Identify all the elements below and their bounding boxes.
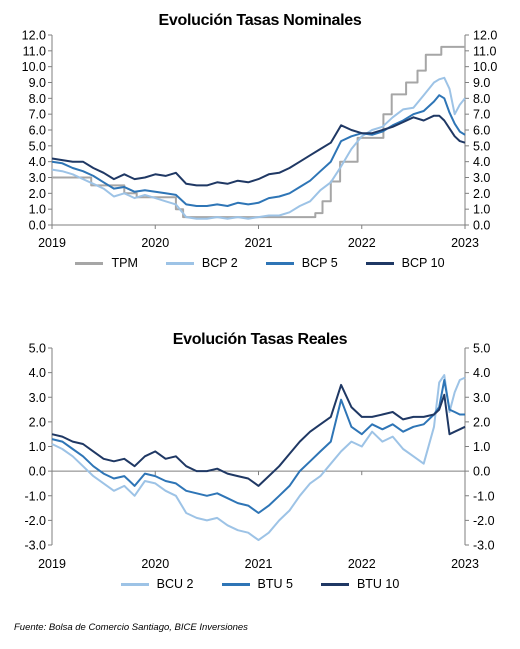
series-line-bcu-2 xyxy=(51,374,466,542)
series-line-btu-10 xyxy=(51,383,466,487)
y-tick-label-left: 5.0 xyxy=(29,342,46,356)
y-tick-label-right: 11.0 xyxy=(473,44,496,58)
series-line-bcp-5 xyxy=(51,94,466,207)
chart-legend: TPM BCP 2 BCP 5 BCP 10 xyxy=(0,256,520,270)
x-tick-label: 2021 xyxy=(245,236,273,250)
y-tick-label-right: -3.0 xyxy=(473,539,495,553)
y-tick-label-left: -2.0 xyxy=(24,514,46,528)
legend-item-btu-10: BTU 10 xyxy=(320,577,400,591)
legend-item-bcp-2: BCP 2 xyxy=(165,256,238,270)
x-tick-label: 2023 xyxy=(451,236,479,250)
legend-item-bcp-5: BCP 5 xyxy=(265,256,338,270)
legend-item-tpm: TPM xyxy=(75,256,138,270)
x-tick-label: 2020 xyxy=(141,557,169,571)
y-tick-label-left: 3.0 xyxy=(29,171,46,185)
y-tick-label-left: 9.0 xyxy=(29,76,46,90)
legend-item-bcu-2: BCU 2 xyxy=(120,577,194,591)
y-tick-label-right: 12.0 xyxy=(473,29,497,43)
series-line-tpm xyxy=(52,45,465,219)
y-tick-label-left: 0.0 xyxy=(29,465,46,479)
y-tick-label-left: 2.0 xyxy=(29,415,46,429)
legend-label: BCP 2 xyxy=(201,256,238,270)
y-tick-label-right: 4.0 xyxy=(473,155,490,169)
y-tick-label-right: 3.0 xyxy=(473,171,490,185)
x-tick-label: 2023 xyxy=(451,557,479,571)
y-tick-label-right: 3.0 xyxy=(473,391,490,405)
y-tick-label-right: -1.0 xyxy=(473,489,495,503)
chart-legend: BCU 2 BTU 5 BTU 10 xyxy=(0,577,520,591)
y-tick-label-left: 3.0 xyxy=(29,391,46,405)
x-tick-label: 2021 xyxy=(245,557,273,571)
y-tick-label-left: 1.0 xyxy=(29,440,46,454)
y-tick-label-left: -1.0 xyxy=(24,489,46,503)
real-rates-plot: -3.0 -3.0 -2.0 -2.0 -1.0 -1.0 0.0 0.0 1.0 1.0 2.0 2… xyxy=(24,342,495,572)
y-tick-label-right: 5.0 xyxy=(473,342,490,356)
legend-swatch xyxy=(221,582,250,586)
y-tick-label-left: 11.0 xyxy=(23,44,46,58)
legend-swatch xyxy=(165,261,194,265)
nominal-rates-chart: Evolución Tasas Nominales 0.0 0.0 1.0 1.0 2.… xyxy=(0,0,520,300)
legend-swatch xyxy=(265,261,294,265)
y-tick-label-right: 9.0 xyxy=(473,76,490,90)
y-tick-label-right: 7.0 xyxy=(473,108,490,122)
real-rates-chart: Evolución Tasas Reales -3.0 -3.0 -2.0 -2.0-… xyxy=(0,320,520,620)
chart-title: Evolución Tasas Nominales xyxy=(158,12,362,29)
series-line-bcp-10 xyxy=(51,114,466,187)
y-tick-label-left: 0.0 xyxy=(29,219,46,233)
y-tick-label-left: 2.0 xyxy=(29,187,46,201)
y-tick-label-right: 2.0 xyxy=(473,415,490,429)
legend-label: BTU 5 xyxy=(257,577,293,591)
legend-label: BCP 10 xyxy=(401,256,445,270)
y-tick-label-left: -3.0 xyxy=(24,539,46,553)
y-tick-label-left: 4.0 xyxy=(29,366,46,380)
y-tick-label-left: 8.0 xyxy=(29,92,46,106)
y-tick-label-right: -2.0 xyxy=(473,514,495,528)
legend-swatch xyxy=(365,261,394,265)
y-tick-label-right: 0.0 xyxy=(473,465,490,479)
legend-label: TPM xyxy=(111,256,138,270)
y-tick-label-left: 1.0 xyxy=(29,203,46,217)
source-note: Fuente: Bolsa de Comercio Santiago, BICE… xyxy=(14,622,248,633)
x-tick-label: 2019 xyxy=(38,557,66,571)
legend-label: BTU 10 xyxy=(356,577,400,591)
y-tick-label-right: 4.0 xyxy=(473,366,490,380)
y-tick-label-right: 0.0 xyxy=(473,219,490,233)
y-tick-label-right: 2.0 xyxy=(473,187,490,201)
nominal-rates-plot: 0.0 0.01.0 1.02.0 2.03.0 3.04.0 4.05.0 5.06.0 6… xyxy=(22,29,498,251)
legend-swatch xyxy=(320,582,349,586)
series-line-bcp-2 xyxy=(51,76,466,220)
y-tick-label-right: 1.0 xyxy=(473,440,490,454)
y-tick-label-right: 6.0 xyxy=(473,124,490,138)
legend-swatch xyxy=(75,261,104,265)
chart-title: Evolución Tasas Reales xyxy=(172,331,348,348)
y-tick-label-left: 10.0 xyxy=(22,60,46,74)
y-tick-label-left: 6.0 xyxy=(29,124,46,138)
y-tick-label-right: 10.0 xyxy=(473,60,497,74)
x-tick-label: 2019 xyxy=(38,236,66,250)
legend-swatch xyxy=(120,582,149,586)
y-tick-label-left: 7.0 xyxy=(29,108,46,122)
legend-item-bcp-10: BCP 10 xyxy=(365,256,445,270)
x-tick-label: 2022 xyxy=(348,236,376,250)
y-tick-label-left: 5.0 xyxy=(29,139,46,153)
legend-label: BCP 5 xyxy=(301,256,338,270)
y-tick-label-left: 12.0 xyxy=(22,29,46,43)
x-tick-label: 2020 xyxy=(141,236,169,250)
legend-label: BCU 2 xyxy=(156,577,194,591)
x-tick-label: 2022 xyxy=(348,557,376,571)
y-tick-label-right: 1.0 xyxy=(473,203,490,217)
series-line-btu-5 xyxy=(51,379,465,514)
legend-item-btu-5: BTU 5 xyxy=(221,577,293,591)
y-tick-label-right: 8.0 xyxy=(473,92,490,106)
y-tick-label-left: 4.0 xyxy=(29,155,46,169)
y-tick-label-right: 5.0 xyxy=(473,139,490,153)
